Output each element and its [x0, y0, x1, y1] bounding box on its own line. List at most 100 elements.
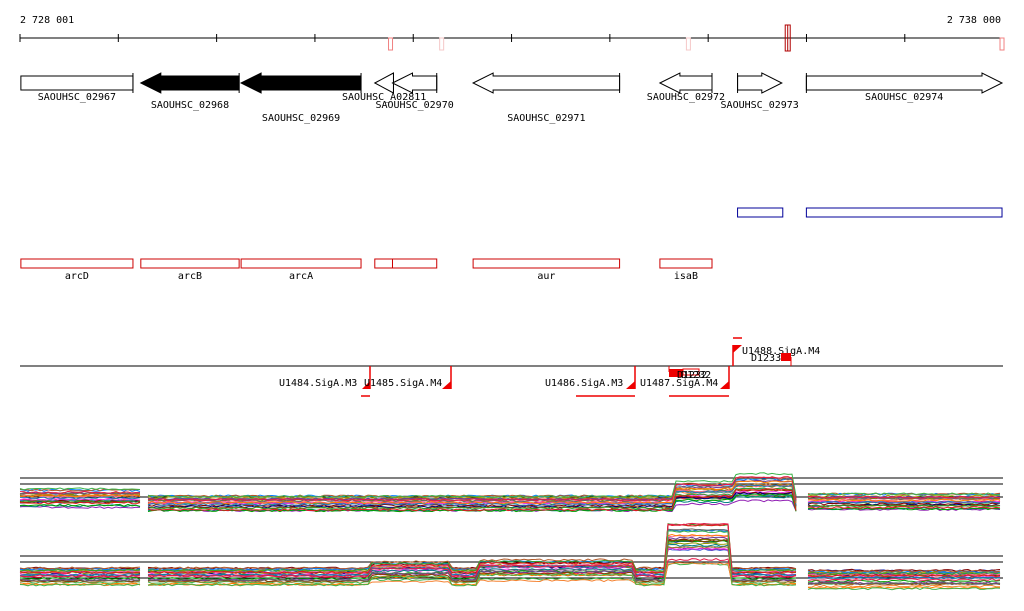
- expression-trace: [147, 478, 797, 498]
- annotation-unnamed[interactable]: [391, 258, 438, 269]
- gene-label: SAOUHSC_02970: [375, 100, 453, 111]
- expression-trace: [19, 574, 141, 578]
- expression-trace: [19, 578, 141, 582]
- gene-label: SAOUHSC_A02811: [342, 92, 426, 103]
- expression-trace: [20, 490, 141, 494]
- gene-label: SAOUHSC_02972: [647, 92, 725, 103]
- promoter-flag: [362, 381, 370, 389]
- gene-saouhsc_02973[interactable]: SAOUHSC_02973: [721, 72, 799, 111]
- ruler-marker[interactable]: [388, 37, 394, 51]
- expression-trace: [807, 587, 1001, 591]
- expression-trace: [19, 568, 141, 572]
- annotation-aur[interactable]: aur: [472, 258, 621, 282]
- feature-d1233[interactable]: D1233: [751, 353, 791, 364]
- feature-track-blue: [737, 207, 1003, 218]
- annotation-label: arcD: [65, 271, 89, 282]
- annotation-box: [391, 258, 438, 269]
- annotation-box: [140, 258, 240, 269]
- expression-trace: [807, 492, 1001, 496]
- feature-mark: [781, 353, 791, 361]
- expression-trace: [807, 574, 1001, 578]
- gene-saouhsc_02971[interactable]: SAOUHSC_02971: [471, 72, 621, 124]
- annotation-box: [472, 258, 621, 269]
- expression-trace: [147, 533, 797, 586]
- expression-trace: [19, 496, 141, 500]
- gene-saouhsc_02974[interactable]: SAOUHSC_02974: [805, 72, 1004, 103]
- gene-arrow: [658, 72, 713, 94]
- expression-panel-bottom: [19, 522, 1003, 591]
- annotation-arcD[interactable]: arcD: [20, 258, 134, 282]
- gene-saouhsc_02969[interactable]: SAOUHSC_02969: [239, 72, 362, 124]
- expression-trace: [19, 503, 141, 507]
- ruler-ticks: [19, 34, 906, 42]
- gene-saouhsc_02967[interactable]: SAOUHSC_02967: [20, 73, 134, 103]
- blue-feature-box[interactable]: [805, 207, 1003, 218]
- gene-track: SAOUHSC_02967SAOUHSC_02968SAOUHSC_02969S…: [20, 72, 1004, 124]
- expression-trace: [147, 483, 797, 507]
- ruler-marker[interactable]: [685, 37, 691, 51]
- expression-panel-top: [19, 472, 1003, 513]
- gene-label: SAOUHSC_02971: [507, 113, 585, 124]
- promoter-u1487[interactable]: U1487.SigA.M4: [640, 366, 730, 397]
- annotation-box: [20, 258, 134, 269]
- annotation-box: [659, 258, 713, 269]
- expression-trace: [19, 501, 141, 505]
- gene-arrow: [391, 72, 438, 94]
- expression-trace: [19, 570, 141, 574]
- expression-trace: [807, 572, 1001, 576]
- gene-saouhsc_02968[interactable]: SAOUHSC_02968: [139, 72, 240, 111]
- annotation-arcA[interactable]: arcA: [240, 258, 362, 282]
- ruler-marker[interactable]: [999, 37, 1005, 51]
- promoter-label: U1487.SigA.M4: [640, 378, 718, 389]
- feature-label: D1233: [751, 353, 781, 364]
- expression-trace: [147, 476, 797, 502]
- coordinate-ruler: 2 728 001 2 738 000: [19, 15, 1005, 52]
- annotation-box: [374, 258, 393, 269]
- feature-label: D1232: [677, 370, 707, 381]
- promoter-u1484[interactable]: U1484.SigA.M3: [279, 366, 371, 397]
- expression-trace: [148, 477, 797, 503]
- expression-trace: [20, 494, 141, 498]
- promoter-u1485[interactable]: U1485.SigA.M4: [364, 366, 452, 389]
- gene-arrow: [373, 72, 394, 94]
- expression-trace: [19, 583, 141, 587]
- promoter-track: U1484.SigA.M3 U1485.SigA.M4 U1486.SigA.M…: [20, 337, 1003, 397]
- expression-trace: [807, 569, 1001, 573]
- expression-trace: [147, 472, 797, 499]
- expression-trace: [147, 493, 797, 513]
- promoter-label: U1488.SigA.M4: [742, 346, 820, 357]
- annotation-isaB[interactable]: isaB: [659, 258, 713, 282]
- promoter-label: U1484.SigA.M3: [279, 378, 357, 389]
- blue-feature-box[interactable]: [737, 207, 784, 218]
- gene-label: SAOUHSC_02973: [721, 100, 799, 111]
- coordinate-start-label: 2 728 001: [20, 15, 74, 26]
- expression-trace: [147, 523, 797, 574]
- expression-trace: [147, 487, 797, 510]
- gene-arrow: [139, 72, 240, 94]
- gene-label: SAOUHSC_02968: [151, 100, 229, 111]
- expression-trace: [807, 581, 1001, 585]
- annotation-arcB[interactable]: arcB: [140, 258, 240, 282]
- coordinate-end-label: 2 738 000: [947, 15, 1001, 26]
- gene-label: SAOUHSC_02974: [865, 92, 943, 103]
- promoter-u1488[interactable]: U1488.SigA.M4: [732, 337, 820, 366]
- feature-label-overlap: D1232: [681, 370, 711, 381]
- promoter-flag: [733, 345, 742, 353]
- expression-trace: [807, 576, 1001, 580]
- expression-trace: [148, 540, 797, 581]
- annotation-label: isaB: [674, 271, 698, 282]
- feature-mark: [682, 368, 700, 376]
- ruler-marker[interactable]: [439, 37, 445, 51]
- gene-saouhsc_02970[interactable]: SAOUHSC_02970: [375, 72, 454, 111]
- expression-trace: [807, 496, 1001, 500]
- annotation-unnamed[interactable]: [374, 258, 393, 269]
- gene-saouhsc_02972[interactable]: SAOUHSC_02972: [647, 72, 725, 103]
- expression-trace: [19, 497, 141, 501]
- expression-trace: [19, 566, 141, 570]
- annotation-label: aur: [537, 271, 555, 282]
- feature-d1232[interactable]: D1232 D1232: [669, 368, 711, 381]
- promoter-u1486[interactable]: U1486.SigA.M3: [545, 366, 636, 397]
- promoter-label: U1486.SigA.M3: [545, 378, 623, 389]
- expression-trace: [807, 506, 1001, 509]
- gene-arrow: [805, 72, 1004, 94]
